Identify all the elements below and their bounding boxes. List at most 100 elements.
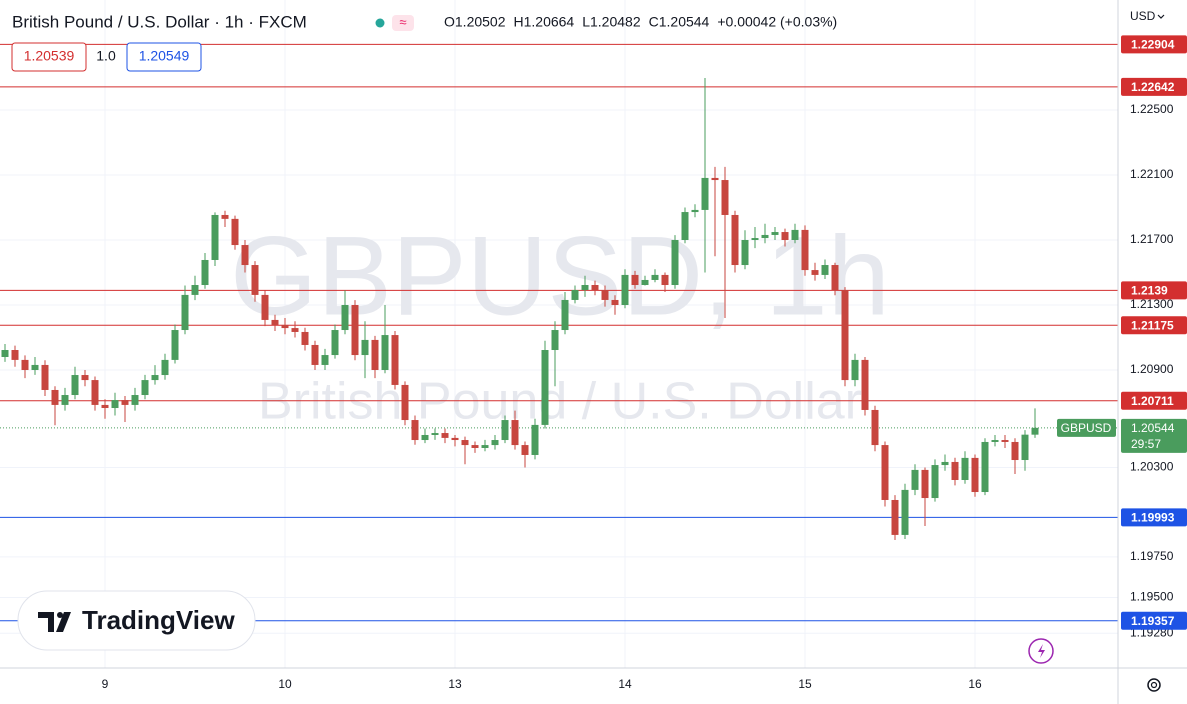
candle-body	[211, 214, 219, 260]
settings-button[interactable]	[1147, 678, 1161, 692]
level-label: 1.22642	[1131, 80, 1175, 94]
symbol-title[interactable]: British Pound / U.S. Dollar · 1h · FXCM	[12, 12, 307, 31]
level-label-bg	[1121, 611, 1187, 630]
candle-body	[911, 469, 919, 490]
candle-body	[261, 294, 269, 320]
symbol-tag: GBPUSD	[1061, 421, 1112, 435]
ask-price: 1.20549	[139, 48, 190, 64]
candle-body	[131, 395, 139, 405]
candle-body	[1031, 427, 1039, 435]
watermark-subtitle: British Pound / U.S. Dollar	[258, 373, 862, 431]
candle-body	[751, 238, 759, 240]
candle-body	[761, 234, 769, 239]
candle-body	[511, 420, 519, 446]
candle-body	[791, 229, 799, 240]
y-tick-label: 1.22100	[1130, 167, 1174, 181]
y-tick-label: 1.21700	[1130, 232, 1174, 246]
candle-body	[61, 395, 69, 405]
candle-body	[921, 469, 929, 499]
candle-body	[821, 265, 829, 275]
settings-icon	[1150, 681, 1158, 689]
candle-body	[291, 328, 299, 332]
level-label: 1.21175	[1131, 318, 1174, 332]
candle-body	[191, 285, 199, 295]
level-label: 1.19993	[1131, 511, 1175, 525]
candle-body	[171, 330, 179, 360]
level-label: 1.19357	[1131, 614, 1175, 628]
candle-body	[471, 445, 479, 448]
candle-body	[851, 359, 859, 381]
candle-body	[721, 180, 729, 215]
candle-body	[221, 214, 229, 219]
candle-body	[581, 285, 589, 291]
status-badge	[392, 15, 414, 31]
candle-body	[91, 380, 99, 405]
candle-body	[861, 359, 869, 410]
level-label-bg	[1121, 35, 1187, 54]
ohlc-value: L1.20482	[582, 14, 641, 30]
candle-body	[621, 274, 629, 305]
candle-body	[451, 437, 459, 441]
y-tick-label: 1.22500	[1130, 102, 1174, 116]
logo-mark	[38, 612, 71, 632]
candle-body	[21, 359, 29, 370]
candle-body	[251, 265, 259, 295]
x-tick-label: 15	[798, 677, 812, 691]
candle-body	[331, 330, 339, 356]
candle-body	[531, 424, 539, 455]
candle-body	[121, 400, 129, 405]
candle-body	[181, 294, 189, 331]
bid-price: 1.20539	[24, 48, 75, 64]
logo-dot	[57, 612, 63, 618]
status-dot	[375, 18, 385, 28]
candle-body	[931, 465, 939, 499]
candle-body	[341, 304, 349, 331]
candle-body	[731, 214, 739, 266]
candle-body	[541, 350, 549, 425]
candle-body	[31, 364, 39, 370]
ask-box[interactable]	[126, 42, 202, 72]
candle-body	[161, 359, 169, 376]
level-label-bg	[1121, 391, 1187, 410]
candle-body	[41, 364, 49, 390]
y-tick-label: 1.19750	[1130, 549, 1174, 563]
candle-body	[801, 229, 809, 271]
candle-body	[831, 265, 839, 291]
x-tick-label: 10	[278, 677, 292, 691]
candle-body	[201, 259, 209, 286]
candle-body	[951, 461, 959, 480]
candle-body	[631, 274, 639, 286]
candle-body	[771, 232, 779, 235]
y-tick-label: 1.21300	[1130, 297, 1174, 311]
candle-body	[641, 279, 649, 286]
candle-body	[391, 335, 399, 385]
candle-body	[611, 299, 619, 305]
candle-body	[441, 433, 449, 438]
candle-body	[311, 344, 319, 365]
x-tick-label: 13	[448, 677, 462, 691]
level-label-bg	[1121, 316, 1187, 335]
candle-body	[811, 270, 819, 275]
candle-body	[551, 330, 559, 351]
candle-body	[381, 335, 389, 370]
bid-box[interactable]	[11, 42, 87, 72]
candle-body	[321, 355, 329, 365]
countdown: 29:57	[1131, 437, 1161, 451]
alert-icon	[1038, 644, 1045, 658]
candle-body	[871, 409, 879, 446]
currency[interactable]: USD	[1130, 9, 1156, 23]
candle-body	[501, 420, 509, 441]
order-size: 1.0	[96, 48, 116, 64]
logo-box[interactable]	[17, 590, 256, 651]
status-icon: ≈	[399, 14, 406, 29]
candle-body	[371, 339, 379, 370]
x-tick-label: 16	[968, 677, 982, 691]
candle-body	[1, 350, 9, 357]
candle-body	[1001, 440, 1009, 442]
candle-body	[411, 420, 419, 441]
candle-body	[561, 299, 569, 331]
level-label: 1.20711	[1131, 394, 1174, 408]
level-label: 1.22904	[1131, 38, 1175, 52]
candle-body	[241, 245, 249, 266]
